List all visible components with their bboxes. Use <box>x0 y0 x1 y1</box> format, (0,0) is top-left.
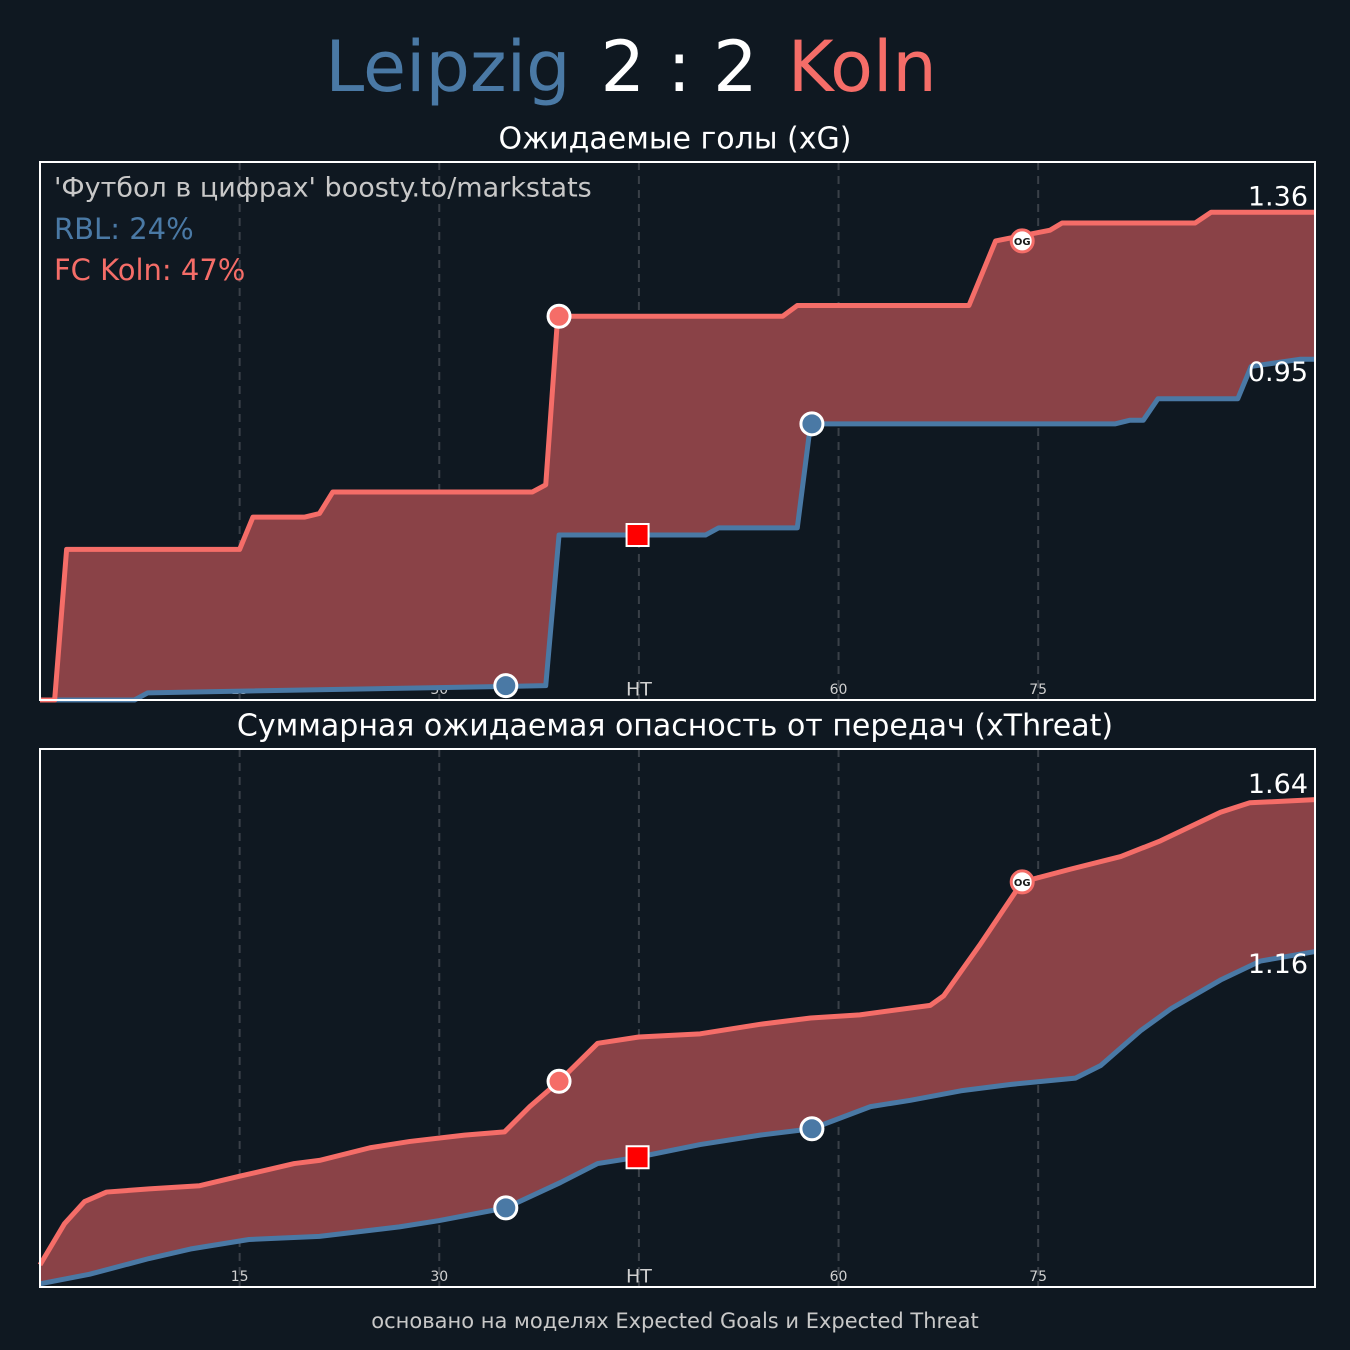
marker-label: OG <box>1014 878 1031 889</box>
event-marker <box>493 1195 519 1221</box>
end-label: 1.64 <box>1248 769 1308 800</box>
event-marker <box>493 673 519 699</box>
event-marker <box>799 411 825 437</box>
series-line <box>40 209 1315 703</box>
chart-title: Суммарная ожидаемая опасность от передач… <box>237 709 1113 744</box>
event-marker <box>799 1116 825 1142</box>
plot-frame <box>39 161 1316 701</box>
series-line <box>37 797 1316 1267</box>
x-tick-label: HT <box>626 1266 652 1288</box>
event-marker <box>546 1068 572 1094</box>
event-marker <box>1009 869 1035 895</box>
x-tick-label: 60 <box>830 1269 848 1285</box>
series-line <box>39 949 1316 1287</box>
event-marker <box>1009 228 1035 254</box>
end-label: 1.36 <box>1248 182 1308 213</box>
x-tick-label: 75 <box>1029 682 1047 698</box>
away-team: Koln <box>788 26 937 108</box>
footer: основано на моделях Expected Goals и Exp… <box>371 1309 978 1333</box>
end-label: 0.95 <box>1248 357 1308 388</box>
event-marker <box>546 303 572 329</box>
x-tick-label: 30 <box>430 1269 448 1285</box>
event-marker <box>625 523 650 548</box>
x-tick-label: 75 <box>1029 1269 1047 1285</box>
x-tick-label: 60 <box>830 682 848 698</box>
end-label: 1.16 <box>1248 949 1308 980</box>
annotation: 'Футбол в цифрах' boosty.to/markstats <box>54 173 592 204</box>
legend-entry: RBL: 24% <box>54 212 194 246</box>
score: 2 : 2 <box>601 26 758 108</box>
event-marker <box>625 1145 650 1170</box>
x-tick-label: HT <box>626 679 652 701</box>
fill-between <box>40 212 1315 701</box>
home-team: Leipzig <box>325 26 570 108</box>
x-tick-label: 15 <box>231 1269 249 1285</box>
marker-label: OG <box>1014 237 1031 248</box>
chart-title: Ожидаемые голы (xG) <box>499 122 852 157</box>
plot-frame <box>39 748 1316 1288</box>
legend-entry: FC Koln: 47% <box>54 253 245 287</box>
match-title: Leipzig 2 : 2 Koln <box>325 26 937 108</box>
